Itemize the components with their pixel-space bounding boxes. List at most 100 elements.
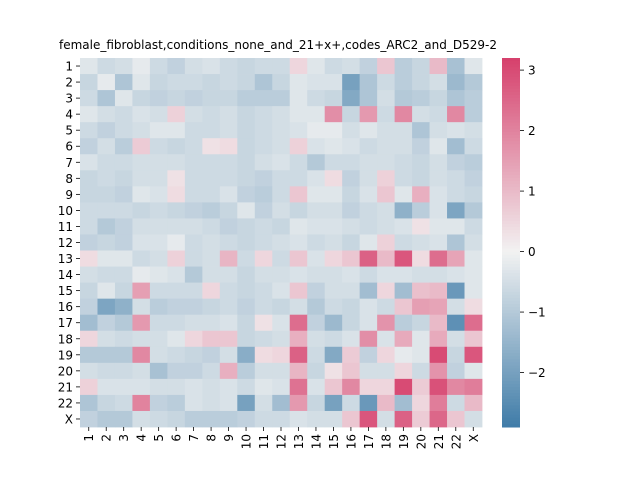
heatmap-cell bbox=[307, 90, 326, 107]
heatmap-cell bbox=[359, 250, 378, 267]
colorbar-segment bbox=[502, 104, 520, 108]
heatmap-cell bbox=[184, 282, 203, 300]
colorbar-segment bbox=[502, 337, 520, 342]
heatmap-cell bbox=[167, 90, 186, 107]
heatmap-cell bbox=[447, 170, 465, 187]
col-label: 19 bbox=[397, 434, 411, 449]
heatmap-cell bbox=[377, 362, 396, 380]
heatmap-cell bbox=[219, 250, 238, 267]
heatmap-cell bbox=[324, 314, 343, 332]
heatmap-cell bbox=[412, 314, 430, 332]
heatmap-cell bbox=[80, 58, 98, 75]
heatmap-cell bbox=[184, 90, 203, 107]
heatmap-cell bbox=[149, 298, 168, 316]
heatmap-cell bbox=[132, 298, 151, 316]
heatmap-cell bbox=[359, 186, 378, 203]
heatmap-cell bbox=[80, 378, 98, 396]
heatmap-cell bbox=[149, 314, 168, 332]
heatmap-cells bbox=[80, 58, 483, 428]
colorbar-segment bbox=[502, 313, 520, 317]
heatmap-cell bbox=[447, 106, 465, 123]
heatmap-cell bbox=[324, 202, 343, 219]
colorbar-segment bbox=[502, 233, 520, 237]
heatmap-cell bbox=[412, 122, 430, 139]
colorbar-segment bbox=[502, 270, 520, 274]
colorbar-segment bbox=[502, 328, 520, 333]
colorbar-segment bbox=[502, 282, 520, 287]
heatmap-cell bbox=[254, 410, 273, 428]
heatmap-cell bbox=[464, 410, 483, 428]
heatmap-cell bbox=[289, 74, 308, 91]
heatmap-cell bbox=[429, 298, 448, 316]
colorbar-segment bbox=[502, 162, 520, 167]
heatmap-cell bbox=[114, 106, 133, 123]
heatmap-cell bbox=[132, 218, 151, 235]
heatmap-cell bbox=[429, 106, 448, 123]
heatmap-cell bbox=[184, 298, 203, 316]
heatmap-cell bbox=[272, 298, 291, 316]
heatmap-cell bbox=[184, 314, 203, 332]
heatmap-cell bbox=[447, 154, 465, 171]
heatmap-cell bbox=[289, 314, 308, 332]
heatmap-cell bbox=[202, 218, 221, 235]
heatmap-cell bbox=[359, 330, 378, 348]
heatmap-cell bbox=[289, 154, 308, 171]
heatmap-cell bbox=[464, 90, 483, 107]
heatmap-cell bbox=[324, 90, 343, 107]
heatmap-cell bbox=[272, 202, 291, 219]
heatmap-cell bbox=[412, 186, 430, 203]
colorbar-segment bbox=[502, 85, 520, 90]
heatmap-cell bbox=[202, 122, 221, 139]
row-label: 22 bbox=[58, 396, 73, 410]
row-label: 11 bbox=[58, 220, 73, 234]
colorbar-segment bbox=[502, 251, 520, 256]
heatmap-cell bbox=[289, 282, 308, 300]
heatmap-cell bbox=[272, 106, 291, 123]
heatmap-cell bbox=[114, 330, 133, 348]
heatmap-cell bbox=[289, 330, 308, 348]
heatmap-cell bbox=[132, 410, 151, 428]
heatmap-cell bbox=[237, 90, 256, 107]
heatmap-cell bbox=[447, 410, 465, 428]
heatmap-cell bbox=[342, 266, 361, 284]
colorbar-segment bbox=[502, 202, 520, 207]
heatmap-cell bbox=[412, 58, 430, 75]
colorbar-segment bbox=[502, 350, 520, 354]
heatmap-cell bbox=[324, 410, 343, 428]
heatmap-cell bbox=[97, 154, 116, 171]
heatmap-cell bbox=[324, 218, 343, 235]
heatmap-cell bbox=[184, 250, 203, 267]
heatmap-cell bbox=[219, 186, 238, 203]
heatmap-cell bbox=[114, 378, 133, 396]
colorbar-tick-label: −1 bbox=[528, 306, 546, 320]
heatmap-cell bbox=[167, 138, 186, 155]
heatmap-cell bbox=[219, 90, 238, 107]
heatmap-cell bbox=[272, 138, 291, 155]
colorbar-segment bbox=[502, 310, 520, 314]
heatmap-cell bbox=[272, 186, 291, 203]
heatmap-cell bbox=[359, 410, 378, 428]
heatmap-cell bbox=[307, 122, 326, 139]
heatmap-cell bbox=[272, 330, 291, 348]
colorbar-segment bbox=[502, 267, 520, 271]
heatmap-cell bbox=[272, 266, 291, 284]
heatmap-cell bbox=[429, 410, 448, 428]
row-label: 14 bbox=[58, 268, 73, 282]
heatmap-cell bbox=[97, 234, 116, 251]
colorbar-tick-label: 2 bbox=[528, 124, 536, 138]
heatmap-cell bbox=[272, 74, 291, 91]
heatmap-cell bbox=[324, 298, 343, 316]
colorbar-segment bbox=[502, 325, 520, 330]
colorbar-segment bbox=[502, 94, 520, 99]
col-label: 20 bbox=[414, 434, 428, 449]
row-label: 1 bbox=[65, 60, 73, 74]
heatmap-cell bbox=[97, 58, 116, 75]
heatmap-cell bbox=[254, 170, 273, 187]
heatmap-cell bbox=[377, 106, 396, 123]
heatmap-cell bbox=[219, 362, 238, 380]
heatmap-cell bbox=[429, 74, 448, 91]
heatmap-cell bbox=[80, 90, 98, 107]
row-label: 20 bbox=[58, 364, 73, 378]
heatmap-cell bbox=[324, 346, 343, 364]
heatmap-cell bbox=[149, 138, 168, 155]
